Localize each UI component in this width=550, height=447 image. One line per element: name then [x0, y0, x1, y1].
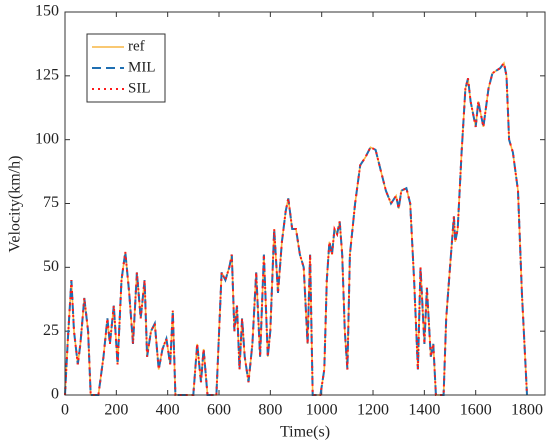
legend: ref MIL SIL: [86, 33, 166, 103]
x-tick-label: 600: [207, 402, 231, 419]
x-tick-label: 1000: [306, 402, 338, 419]
y-tick-label: 0: [51, 386, 59, 403]
y-tick-label: 25: [43, 322, 59, 339]
x-tick-label: 800: [258, 402, 282, 419]
y-tick-label: 100: [35, 130, 59, 147]
x-axis-label: Time(s): [280, 424, 330, 441]
legend-label: ref: [128, 38, 145, 54]
y-tick-label: 150: [35, 3, 59, 20]
x-tick-label: 1200: [357, 402, 389, 419]
x-tick-label: 0: [61, 402, 69, 419]
x-tick-label: 1400: [408, 402, 440, 419]
plot-frame: [64, 11, 546, 396]
x-tick-label: 200: [104, 402, 128, 419]
legend-label: SIL: [128, 80, 151, 96]
x-tick-label: 1600: [460, 402, 492, 419]
line-series: [64, 60, 528, 396]
y-tick-label: 125: [35, 67, 59, 84]
x-tick-label: 400: [156, 402, 180, 419]
legend-label: MIL: [128, 59, 156, 75]
y-tick-label: 75: [43, 194, 59, 211]
y-tick-label: 50: [43, 258, 59, 275]
y-axis-label: Velocity(km/h): [7, 156, 24, 253]
x-tick-label: 1800: [511, 402, 543, 419]
